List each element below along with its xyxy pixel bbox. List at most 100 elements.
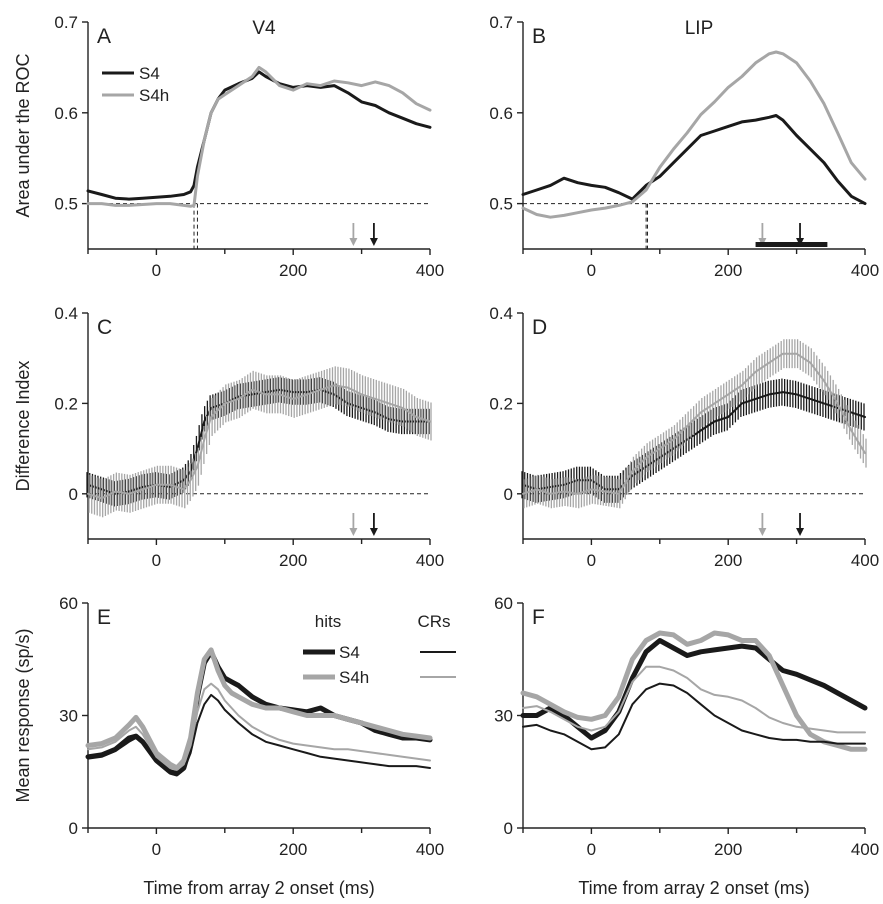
significance-bar — [755, 242, 828, 247]
series-line — [521, 114, 867, 206]
series-line — [86, 65, 432, 208]
x-tick-label: 0 — [152, 840, 161, 859]
panel-c: 0 200 400 0 0.2 0.4 C Difference Index — [13, 304, 444, 570]
x-tick-label: 0 — [152, 551, 161, 570]
y-tick-label: 0.7 — [54, 13, 78, 32]
series-s4-hits — [520, 638, 868, 741]
x-tick-label: 200 — [279, 551, 307, 570]
column-title: V4 — [252, 18, 276, 39]
series-s4h-crs — [522, 665, 866, 734]
y-tick-label: 0.6 — [489, 104, 513, 123]
latency-arrow-s4 — [796, 513, 805, 536]
latency-arrow-s4h — [349, 513, 358, 536]
series-line — [87, 682, 431, 771]
x-tick-label: 0 — [152, 261, 161, 280]
x-tick-label: 400 — [851, 840, 879, 859]
y-axis-label: Area under the ROC — [13, 53, 33, 217]
legend-label: S4h — [139, 86, 169, 105]
legend-header-crs: CRs — [417, 612, 450, 631]
column-title: LIP — [685, 18, 714, 39]
series-line — [522, 352, 866, 495]
panel-letter: D — [532, 316, 547, 339]
arrow-head — [349, 238, 358, 246]
y-tick-label: 0.2 — [54, 394, 78, 413]
x-tick-label: 200 — [714, 840, 742, 859]
arrow-head — [369, 528, 378, 536]
series-s4-crs — [522, 682, 866, 751]
series-s4h — [86, 65, 432, 208]
panel-letter: F — [532, 606, 545, 629]
y-tick-label: 0.6 — [54, 104, 78, 123]
panel-letter: C — [97, 316, 112, 339]
arrow-head — [796, 528, 805, 536]
series-line — [87, 384, 431, 500]
series-s4-crs — [87, 693, 431, 777]
panel-d: 0 200 400 0 0.2 0.4 D — [489, 304, 879, 570]
x-tick-label: 400 — [416, 840, 444, 859]
x-tick-label: 400 — [851, 551, 879, 570]
latency-arrow-s4 — [369, 223, 378, 246]
panel-letter: E — [97, 606, 111, 629]
series-s4h — [87, 366, 432, 518]
x-tick-label: 400 — [851, 261, 879, 280]
series-line — [520, 630, 868, 752]
legend-label: S4h — [339, 668, 369, 687]
series-line — [85, 647, 433, 771]
x-tick-label: 200 — [279, 840, 307, 859]
y-tick-label: 0.2 — [489, 394, 513, 413]
series-line — [522, 682, 866, 751]
series-line — [520, 638, 868, 741]
y-tick-label: 0 — [504, 485, 513, 504]
x-tick-label: 0 — [587, 261, 596, 280]
series-line — [522, 391, 866, 491]
latency-arrow-s4h — [349, 223, 358, 246]
series-line — [522, 665, 866, 734]
y-axis-label: Difference Index — [13, 361, 33, 492]
series-s4h-hits — [85, 647, 433, 771]
series-line — [87, 693, 431, 777]
x-tick-label: 400 — [416, 551, 444, 570]
series-s4h — [521, 50, 867, 219]
panel-f: 0 200 400 0 30 60 F Time from array 2 onset (ms… — [494, 594, 879, 898]
legend-label: S4 — [139, 64, 160, 83]
panel-letter: A — [97, 25, 111, 48]
series-line — [521, 50, 867, 219]
y-tick-label: 0 — [69, 819, 78, 838]
y-tick-label: 0 — [504, 819, 513, 838]
y-tick-label: 30 — [494, 707, 513, 726]
panel-b: 0 200 400 0.5 0.6 0.7 B LIP — [489, 13, 879, 280]
y-tick-label: 0.5 — [489, 195, 513, 214]
x-tick-label: 400 — [416, 261, 444, 280]
x-tick-label: 0 — [587, 551, 596, 570]
latency-arrow-s4h — [758, 513, 767, 536]
series-s4h-hits — [520, 630, 868, 752]
series-s4 — [521, 114, 867, 206]
arrow-head — [369, 238, 378, 246]
series-s4 — [86, 70, 432, 201]
arrow-head — [349, 528, 358, 536]
panel-e: 0 200 400 0 30 60 E Mean response (sp/s) Time fr… — [13, 594, 456, 898]
x-tick-label: 200 — [279, 261, 307, 280]
y-tick-label: 0.4 — [489, 304, 513, 323]
y-tick-label: 0 — [69, 485, 78, 504]
latency-arrow-s4 — [369, 513, 378, 536]
series-line — [86, 70, 432, 201]
y-axis-label: Mean response (sp/s) — [13, 628, 33, 802]
arrow-head — [758, 528, 767, 536]
legend-header-hits: hits — [315, 612, 341, 631]
legend: hits CRs S4 S4h — [303, 612, 456, 687]
y-tick-label: 0.5 — [54, 195, 78, 214]
y-tick-label: 0.7 — [489, 13, 513, 32]
x-tick-label: 200 — [714, 551, 742, 570]
panel-letter: B — [532, 25, 546, 48]
y-tick-label: 0.4 — [54, 304, 78, 323]
y-tick-label: 60 — [494, 594, 513, 613]
y-tick-label: 30 — [59, 707, 78, 726]
series-s4-hits — [85, 649, 433, 777]
y-tick-label: 60 — [59, 594, 78, 613]
x-axis-label: Time from array 2 onset (ms) — [143, 878, 374, 898]
